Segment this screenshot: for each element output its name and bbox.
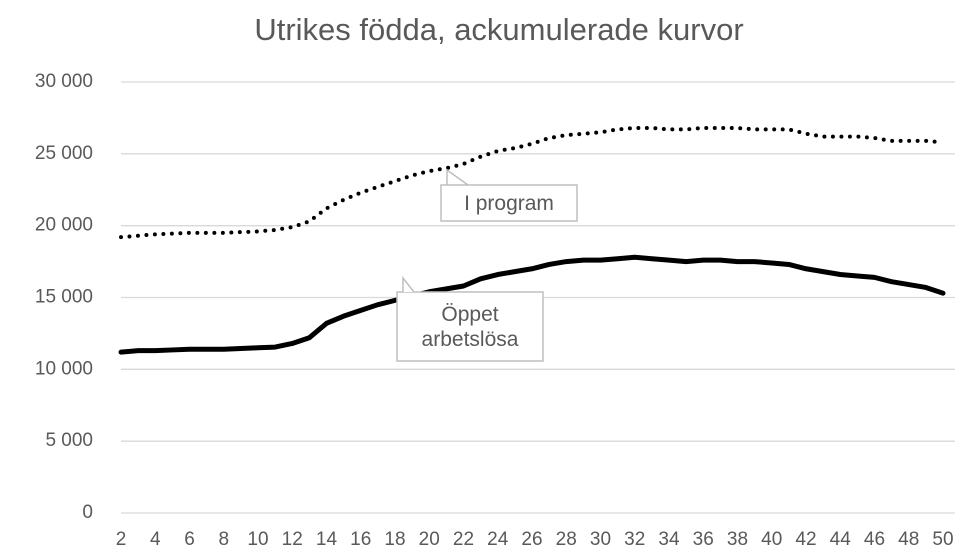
- x-tick-label: 12: [282, 529, 303, 550]
- x-tick-label: 38: [727, 529, 748, 550]
- data-line: [119, 125, 945, 240]
- x-tick-label: 24: [487, 529, 509, 550]
- series-label: Öppet arbetslösa: [421, 303, 519, 351]
- x-tick-label: 20: [419, 529, 440, 550]
- x-tick-label: 2: [116, 529, 127, 550]
- x-tick-label: 18: [384, 529, 405, 550]
- x-tick-label: 14: [316, 529, 338, 550]
- x-tick-label: 28: [556, 529, 577, 550]
- x-tick-label: 8: [218, 529, 229, 550]
- data-line: [118, 254, 946, 355]
- x-tick-label: 16: [350, 529, 371, 550]
- x-tick-label: 6: [184, 529, 195, 550]
- y-tick-label: 5 000: [45, 430, 93, 451]
- y-tick-label: 25 000: [35, 143, 93, 164]
- series-label: I program: [464, 191, 554, 215]
- y-tick-label: 15 000: [35, 287, 93, 308]
- x-tick-label: 4: [150, 529, 161, 550]
- x-tick-label: 10: [247, 529, 268, 550]
- callout-box: [440, 168, 578, 222]
- x-tick-label: 26: [521, 529, 542, 550]
- y-tick-label: 10 000: [35, 358, 93, 379]
- x-tick-label: 22: [453, 529, 474, 550]
- x-tick-label: 46: [864, 529, 885, 550]
- chart-title: Utrikes födda, ackumulerade kurvor: [254, 12, 743, 47]
- x-tick-label: 50: [932, 529, 953, 550]
- y-tick-label: 20 000: [35, 215, 93, 236]
- x-tick-label: 40: [761, 529, 782, 550]
- y-tick-label: 0: [82, 502, 93, 523]
- x-tick-label: 44: [830, 529, 852, 550]
- x-tick-label: 30: [590, 529, 611, 550]
- x-tick-label: 48: [898, 529, 919, 550]
- y-tick-label: 30 000: [35, 71, 93, 92]
- x-tick-label: 34: [658, 529, 680, 550]
- callout-pointer: [402, 275, 415, 293]
- x-tick-label: 42: [795, 529, 816, 550]
- x-tick-label: 32: [624, 529, 645, 550]
- x-tick-label: 36: [693, 529, 714, 550]
